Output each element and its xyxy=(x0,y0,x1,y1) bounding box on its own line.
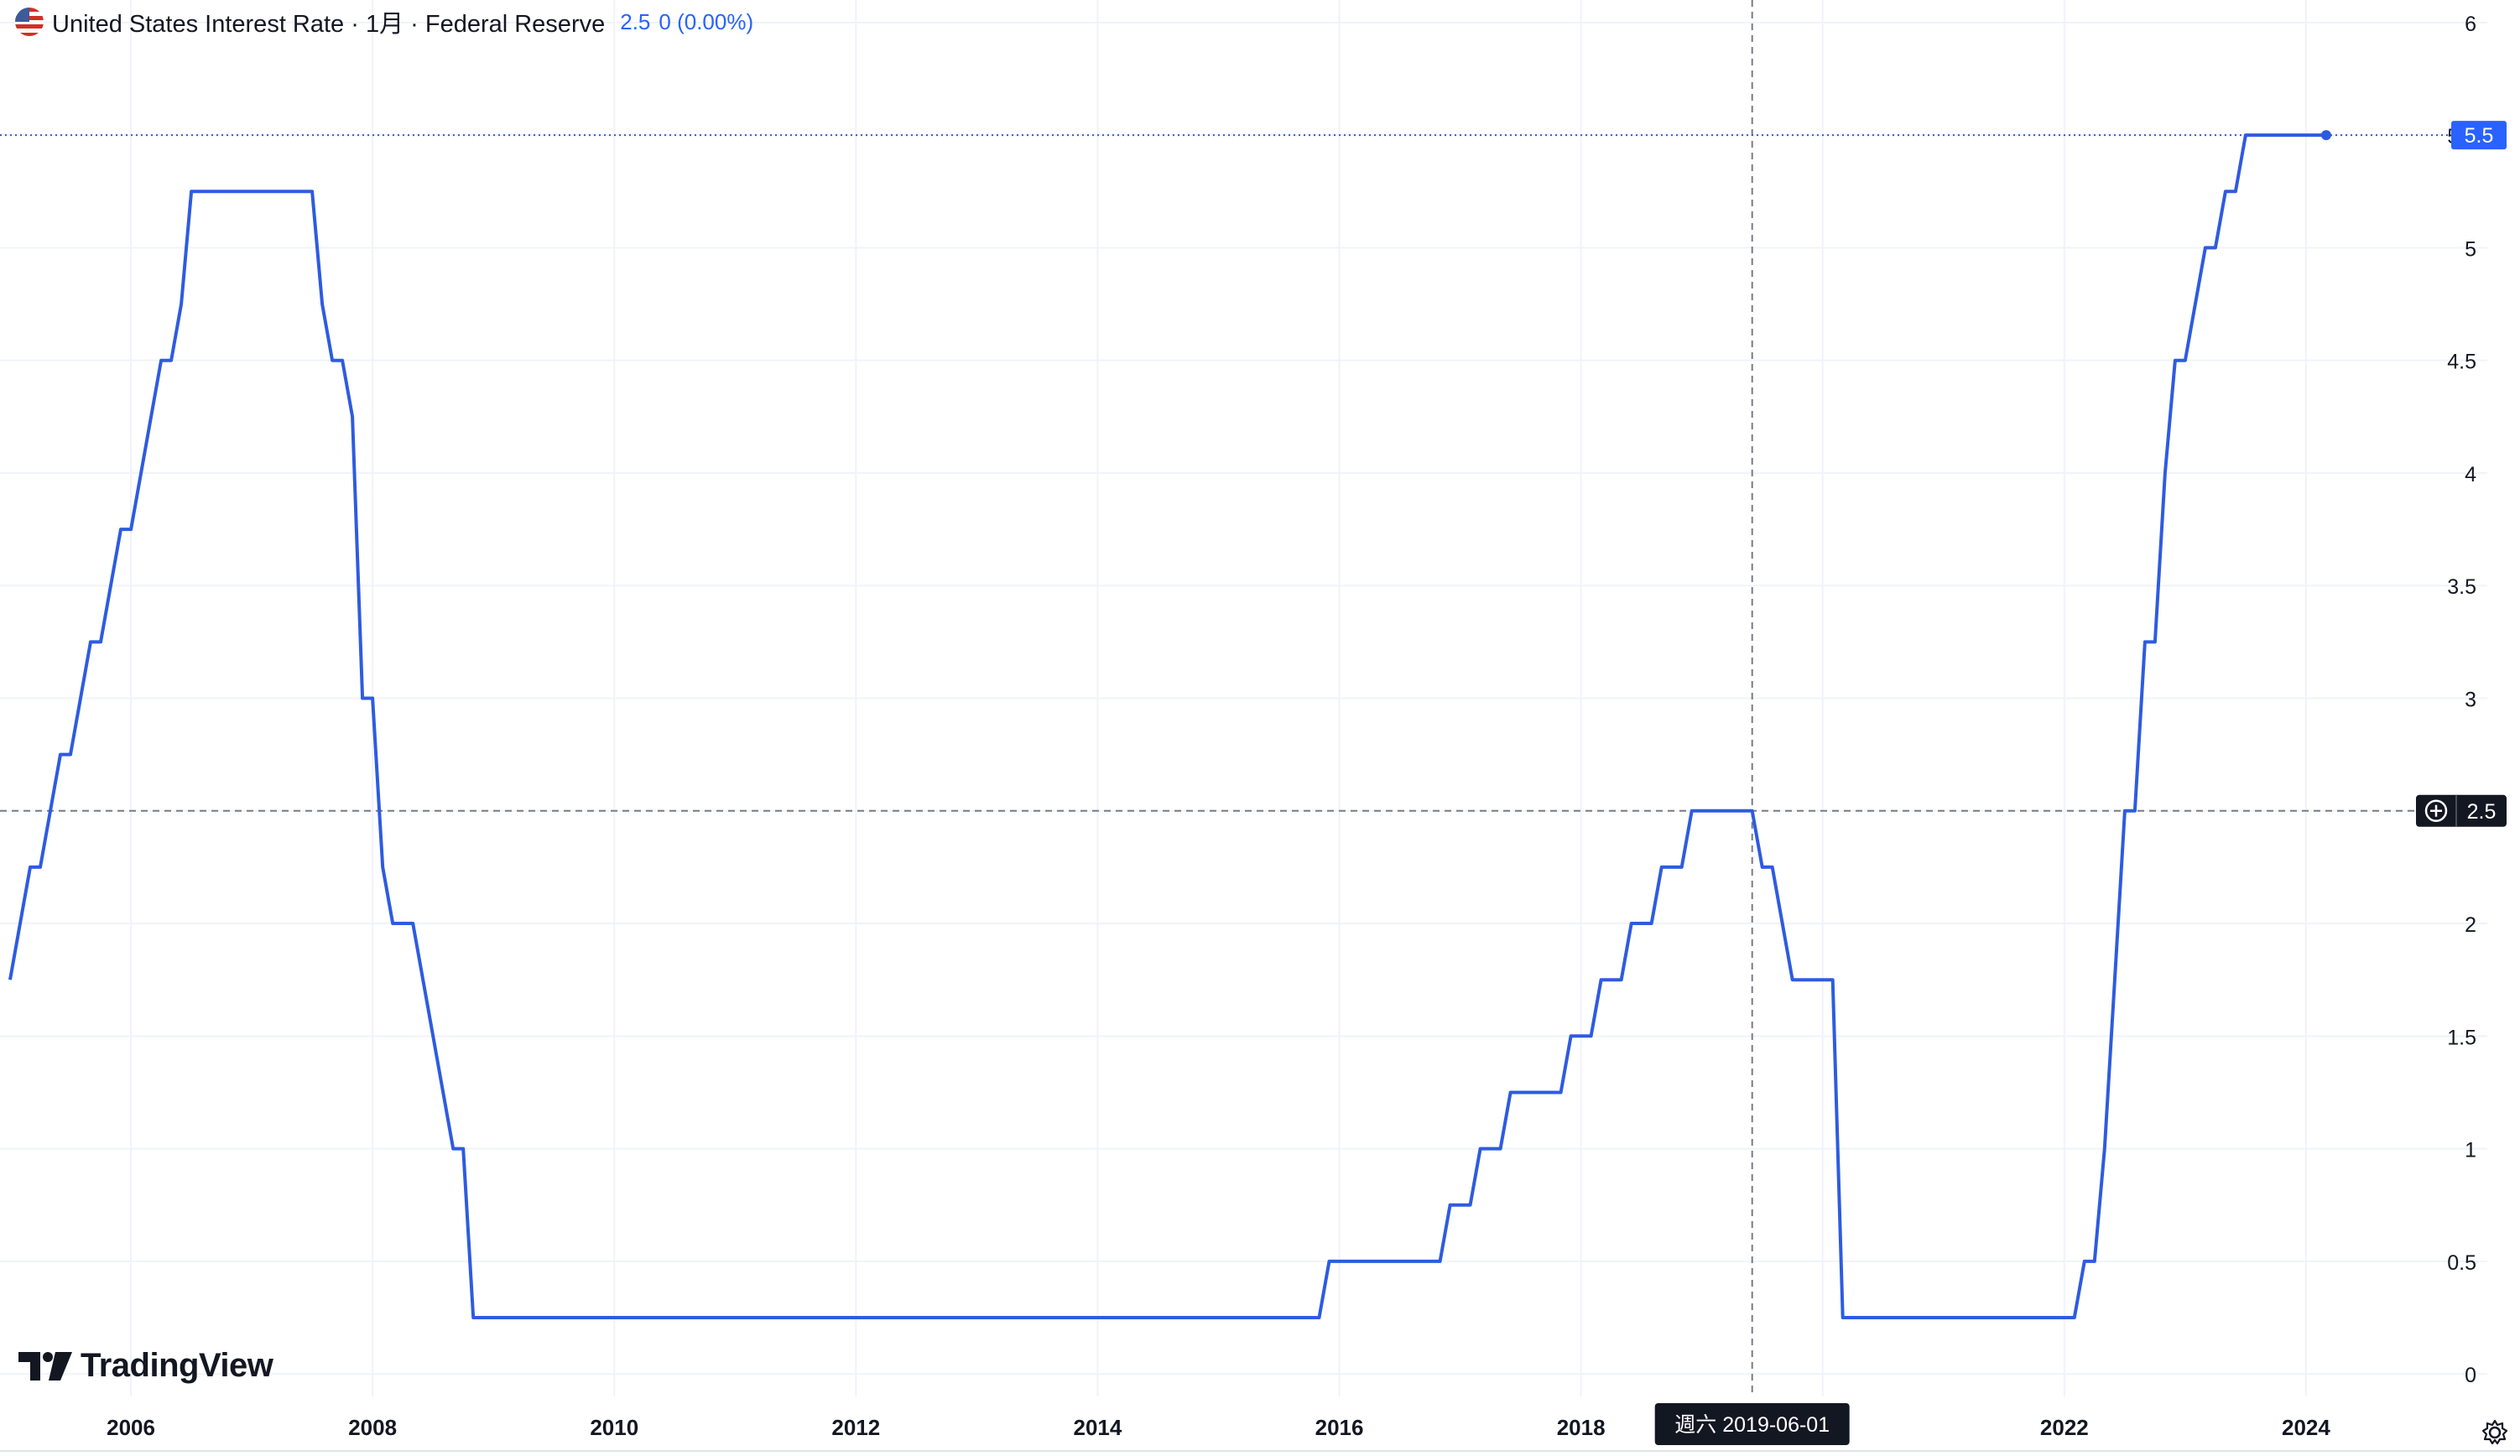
tradingview-logo-icon xyxy=(18,1351,72,1381)
settings-icon[interactable] xyxy=(2480,1417,2510,1448)
x-tick-label: 2006 xyxy=(107,1415,155,1440)
x-tick-label: 2010 xyxy=(590,1415,638,1440)
y-tick-label: 0 xyxy=(2465,1364,2476,1387)
y-tick-label: 3.5 xyxy=(2447,575,2476,599)
crosshair xyxy=(0,0,2416,1396)
y-tick-label: 1 xyxy=(2465,1139,2476,1162)
y-tick-label: 0.5 xyxy=(2447,1251,2476,1275)
x-tick-label: 2008 xyxy=(348,1415,397,1440)
last-price-badge xyxy=(2451,121,2507,150)
crosshair-price-label: 2.5 xyxy=(2467,800,2497,824)
legend-change: 0 (0.00%) xyxy=(659,8,754,34)
legend-title: United States Interest Rate · 1月 · Feder… xyxy=(52,11,606,38)
chart-legend[interactable]: United States Interest Rate · 1月 · Feder… xyxy=(15,5,753,39)
x-tick-label: 2024 xyxy=(2282,1415,2330,1440)
y-tick-label: 5 xyxy=(2465,237,2476,261)
y-tick-label: 6 xyxy=(2465,13,2476,36)
y-tick-label: 4 xyxy=(2465,463,2476,486)
price-labels: 5.5 2.5 週六 2019-06-01 xyxy=(1654,121,2507,1445)
crosshair-date-label: 週六 2019-06-01 xyxy=(1674,1413,1830,1437)
last-point-marker xyxy=(2320,130,2331,141)
x-tick-label: 2018 xyxy=(1557,1415,1606,1440)
x-tick-label: 2012 xyxy=(831,1415,880,1440)
y-tick-label: 3 xyxy=(2465,689,2476,712)
x-tick-label: 2016 xyxy=(1315,1415,1364,1440)
x-tick-label: 2014 xyxy=(1074,1415,1122,1440)
legend-value: 2.5 xyxy=(620,8,651,34)
brand-name: TradingView xyxy=(81,1347,273,1384)
last-price-label: 5.5 xyxy=(2465,124,2494,148)
us-flag-icon xyxy=(15,8,44,36)
y-tick-label: 4.5 xyxy=(2447,351,2476,374)
y-tick-label: 1.5 xyxy=(2447,1026,2476,1049)
series xyxy=(0,130,2451,1319)
x-tick-label: 2022 xyxy=(2040,1415,2089,1440)
tradingview-logo[interactable]: TradingView xyxy=(18,1347,273,1385)
crosshair-date-badge xyxy=(1654,1403,1850,1445)
axes: 0 0.5 1 1.5 2 2.5 3 3.5 4 4.5 5 5.5 6 2006 2008 2010 201… xyxy=(0,13,2520,1452)
series-line xyxy=(8,133,2326,1319)
crosshair-price-badge xyxy=(2416,794,2507,827)
plus-circle-icon[interactable] xyxy=(2424,799,2448,823)
y-tick-label: 2 xyxy=(2465,913,2476,937)
